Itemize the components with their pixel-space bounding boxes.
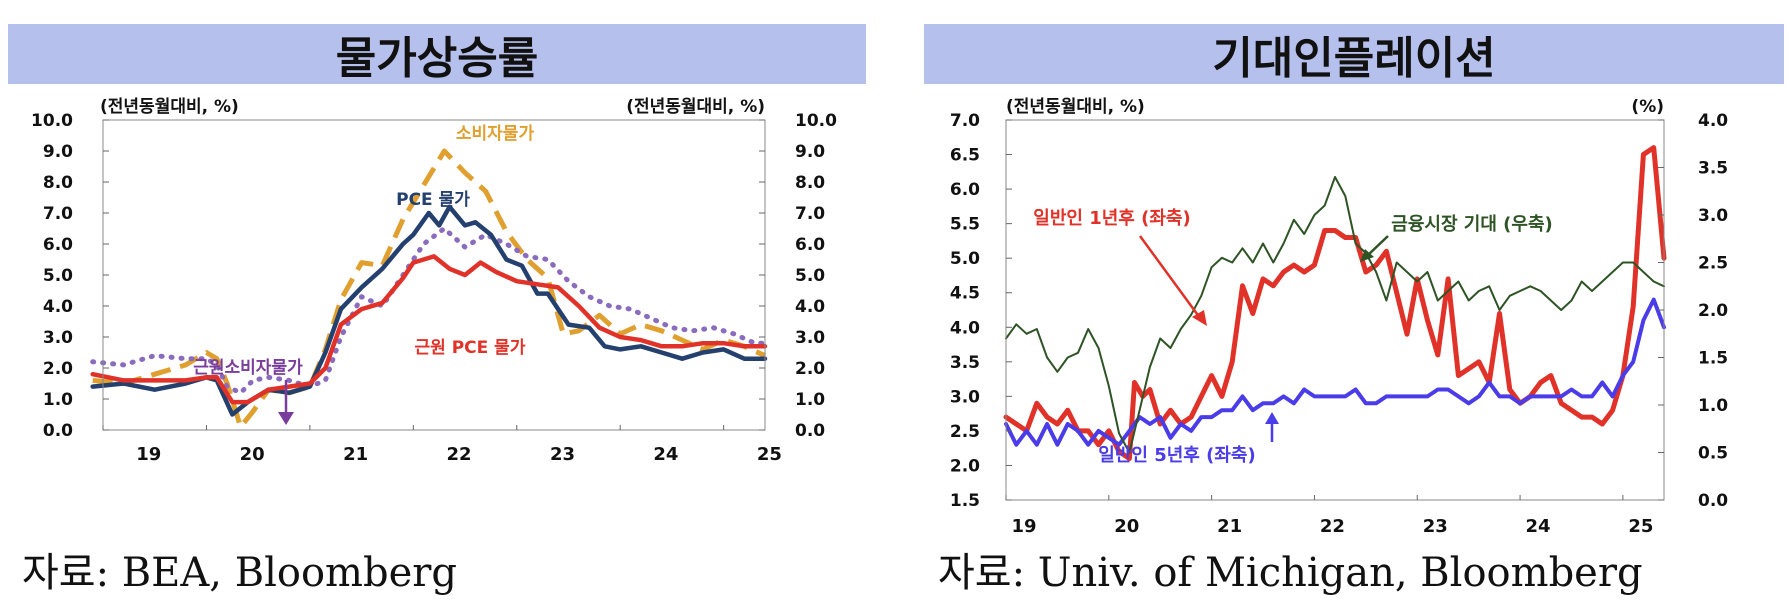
x-tick-label: 21 bbox=[1217, 516, 1242, 537]
core-cpi-label: 근원소비자물가 bbox=[193, 358, 303, 378]
x-tick-label: 19 bbox=[1011, 516, 1036, 537]
series-line-mich_1y bbox=[1003, 145, 1667, 461]
expectations-title: 기대인플레이션 bbox=[924, 24, 1784, 84]
y-tick-label-left: 7.0 bbox=[950, 111, 980, 131]
x-tick-label: 24 bbox=[653, 444, 678, 465]
y-tick-label-right: 2.0 bbox=[1698, 301, 1728, 321]
y-tick-label-left: 5.0 bbox=[950, 249, 980, 269]
expectations-unit-right: (%) bbox=[1631, 97, 1664, 117]
y-tick-label-left: 3.0 bbox=[950, 387, 980, 407]
y-tick-label-left: 2.5 bbox=[950, 422, 980, 442]
y-tick-label-right: 3.0 bbox=[795, 328, 825, 348]
y-tick-label-right: 1.0 bbox=[795, 390, 825, 410]
x-tick-label: 22 bbox=[1320, 516, 1345, 537]
y-tick-label-right: 1.0 bbox=[1698, 396, 1728, 416]
expectations-panel: 기대인플레이션 1.5 2.0 2.5 3.0 3.5 4.0 4.5 5.0 5.5 6.0 6.… bbox=[910, 0, 1788, 612]
x-tick-label: 19 bbox=[136, 444, 161, 465]
y-tick-label-left: 5.5 bbox=[950, 215, 980, 235]
y-tick-label-right: 6.0 bbox=[795, 235, 825, 255]
y-tick-label-right: 4.0 bbox=[795, 297, 825, 317]
y-tick-label-left: 3.5 bbox=[950, 353, 980, 373]
x-tick-label: 21 bbox=[343, 444, 368, 465]
inflation-panel: 물가상승률 0.0 0.0 1.0 1.0 2.0 2.0 3.0 3.0 4.0 4.0 5.0 5… bbox=[0, 0, 880, 612]
pce-label: PCE 물가 bbox=[396, 190, 470, 210]
cpi-label: 소비자물가 bbox=[456, 124, 535, 144]
x-tick-label: 22 bbox=[447, 444, 472, 465]
y-tick-label-right: 7.0 bbox=[795, 204, 825, 224]
y-tick-label-left: 2.0 bbox=[950, 456, 980, 476]
series-line-mich_5y bbox=[1004, 297, 1666, 447]
y-tick-label-left: 4.5 bbox=[950, 284, 980, 304]
y-tick-label-right: 3.5 bbox=[1698, 159, 1728, 179]
x-tick-label: 25 bbox=[1628, 516, 1653, 537]
x-tick-label: 20 bbox=[1114, 516, 1139, 537]
expectations-unit-left: (전년동월대비, %) bbox=[1006, 97, 1145, 117]
y-tick-label-left: 5.0 bbox=[43, 266, 73, 286]
y-tick-label-right: 0.0 bbox=[795, 421, 825, 441]
y-tick-label-left: 4.0 bbox=[950, 318, 980, 338]
y-tick-label-right: 10.0 bbox=[795, 111, 837, 131]
y-tick-label-right: 8.0 bbox=[795, 173, 825, 193]
x-tick-label: 23 bbox=[550, 444, 575, 465]
core-cpi-arrow bbox=[278, 380, 294, 425]
core-pce-label: 근원 PCE 물가 bbox=[415, 338, 526, 358]
series-line-core_pce bbox=[90, 254, 768, 405]
y-tick-label-right: 4.0 bbox=[1698, 111, 1728, 131]
x-tick-label: 23 bbox=[1423, 516, 1448, 537]
mich-1y-label: 일반인 1년후 (좌축) bbox=[1033, 208, 1190, 229]
inflation-title: 물가상승률 bbox=[8, 24, 866, 84]
y-tick-label-left: 10.0 bbox=[31, 111, 73, 131]
market-label: 금융시장 기대 (우축) bbox=[1391, 214, 1552, 235]
series-line-market bbox=[1005, 176, 1665, 454]
y-tick-label-left: 7.0 bbox=[43, 204, 73, 224]
inflation-unit-left: (전년동월대비, %) bbox=[100, 97, 239, 117]
expectations-chart: 1.5 2.0 2.5 3.0 3.5 4.0 4.5 5.0 5.5 6.0 6.5 7.0 0.0 0… bbox=[950, 97, 1728, 537]
mich-5y-label: 일반인 5년후 (좌축) bbox=[1098, 445, 1255, 466]
y-tick-label-right: 2.5 bbox=[1698, 254, 1728, 274]
series-line-core_cpi bbox=[90, 226, 768, 396]
series-line-pce bbox=[90, 204, 768, 417]
x-tick-label: 25 bbox=[757, 444, 782, 465]
mich-5y-arrow bbox=[1265, 412, 1279, 442]
y-tick-label-right: 3.0 bbox=[1698, 206, 1728, 226]
y-tick-label-left: 2.0 bbox=[43, 359, 73, 379]
y-tick-label-left: 1.0 bbox=[43, 390, 73, 410]
y-tick-label-right: 0.5 bbox=[1698, 444, 1728, 464]
y-tick-label-left: 4.0 bbox=[43, 297, 73, 317]
inflation-unit-right: (전년동월대비, %) bbox=[626, 97, 765, 117]
y-tick-label-right: 0.0 bbox=[1698, 491, 1728, 511]
y-tick-label-left: 6.5 bbox=[950, 146, 980, 166]
y-tick-label-left: 0.0 bbox=[43, 421, 73, 441]
y-tick-label-left: 8.0 bbox=[43, 173, 73, 193]
inflation-chart: 0.0 0.0 1.0 1.0 2.0 2.0 3.0 3.0 4.0 4.0 5.0 5.0 6.0 6… bbox=[31, 97, 837, 465]
y-tick-label-right: 2.0 bbox=[795, 359, 825, 379]
expectations-source: 자료: Univ. of Michigan, Bloomberg bbox=[938, 550, 1643, 596]
market-arrow bbox=[1360, 235, 1389, 262]
y-tick-label-left: 9.0 bbox=[43, 142, 73, 162]
plot-frame bbox=[102, 119, 766, 431]
x-tick-label: 24 bbox=[1526, 516, 1551, 537]
y-tick-label-left: 6.0 bbox=[950, 180, 980, 200]
y-tick-label-right: 5.0 bbox=[795, 266, 825, 286]
inflation-source: 자료: BEA, Bloomberg bbox=[22, 550, 457, 596]
x-tick-label: 20 bbox=[240, 444, 265, 465]
y-tick-label-left: 3.0 bbox=[43, 328, 73, 348]
y-tick-label-left: 6.0 bbox=[43, 235, 73, 255]
y-tick-label-left: 1.5 bbox=[950, 491, 980, 511]
y-tick-label-right: 1.5 bbox=[1698, 349, 1728, 369]
y-tick-label-right: 9.0 bbox=[795, 142, 825, 162]
mich-1y-arrow bbox=[1138, 235, 1207, 326]
